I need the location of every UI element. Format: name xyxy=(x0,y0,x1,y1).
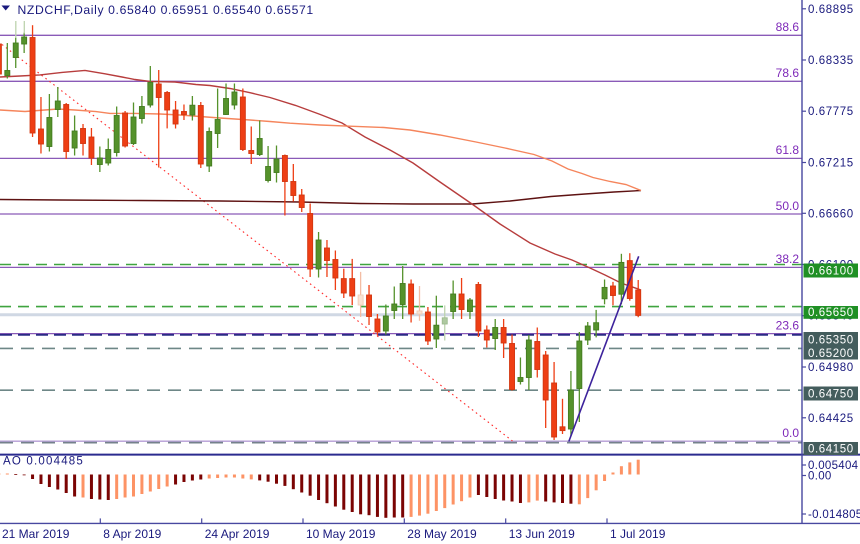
svg-text:0.66100: 0.66100 xyxy=(808,266,854,278)
svg-text:0.67775: 0.67775 xyxy=(808,106,854,118)
svg-text:28 May 2019: 28 May 2019 xyxy=(407,527,477,541)
svg-text:0.00: 0.00 xyxy=(808,471,832,483)
svg-text:10 May 2019: 10 May 2019 xyxy=(306,527,376,541)
svg-text:0.68895: 0.68895 xyxy=(808,4,854,16)
svg-text:0.64750: 0.64750 xyxy=(808,389,854,401)
svg-text:0.0: 0.0 xyxy=(782,426,799,440)
svg-text:0.005404: 0.005404 xyxy=(808,460,859,472)
svg-text:0.66660: 0.66660 xyxy=(808,208,854,220)
svg-text:NZDCHF,Daily 0.65840 0.65951: NZDCHF,Daily 0.65840 0.65951 0.65540 0.6… xyxy=(18,3,314,17)
svg-text:0.67215: 0.67215 xyxy=(808,158,854,170)
svg-text:0.64425: 0.64425 xyxy=(808,413,854,425)
svg-text:0.65200: 0.65200 xyxy=(808,348,854,360)
svg-text:0.65650: 0.65650 xyxy=(808,307,854,319)
svg-text:38.2: 38.2 xyxy=(776,252,800,266)
svg-text:88.6: 88.6 xyxy=(776,20,800,34)
svg-text:50.0: 50.0 xyxy=(776,199,800,213)
svg-text:1 Jul 2019: 1 Jul 2019 xyxy=(610,527,666,541)
svg-text:0.64150: 0.64150 xyxy=(808,444,854,456)
svg-text:8 Apr 2019: 8 Apr 2019 xyxy=(103,527,161,541)
svg-text:13 Jun 2019: 13 Jun 2019 xyxy=(509,527,575,541)
svg-text:78.6: 78.6 xyxy=(776,66,800,80)
svg-text:61.8: 61.8 xyxy=(776,143,800,157)
svg-text:24 Apr 2019: 24 Apr 2019 xyxy=(205,527,270,541)
svg-text:-0.014805: -0.014805 xyxy=(808,509,860,521)
svg-text:AO 0.004485: AO 0.004485 xyxy=(3,456,84,468)
svg-text:0.68335: 0.68335 xyxy=(808,55,854,67)
svg-text:21 Mar 2019: 21 Mar 2019 xyxy=(2,527,70,541)
svg-text:0.65350: 0.65350 xyxy=(808,335,854,347)
svg-text:23.6: 23.6 xyxy=(776,318,800,332)
svg-text:0.64980: 0.64980 xyxy=(808,362,854,374)
